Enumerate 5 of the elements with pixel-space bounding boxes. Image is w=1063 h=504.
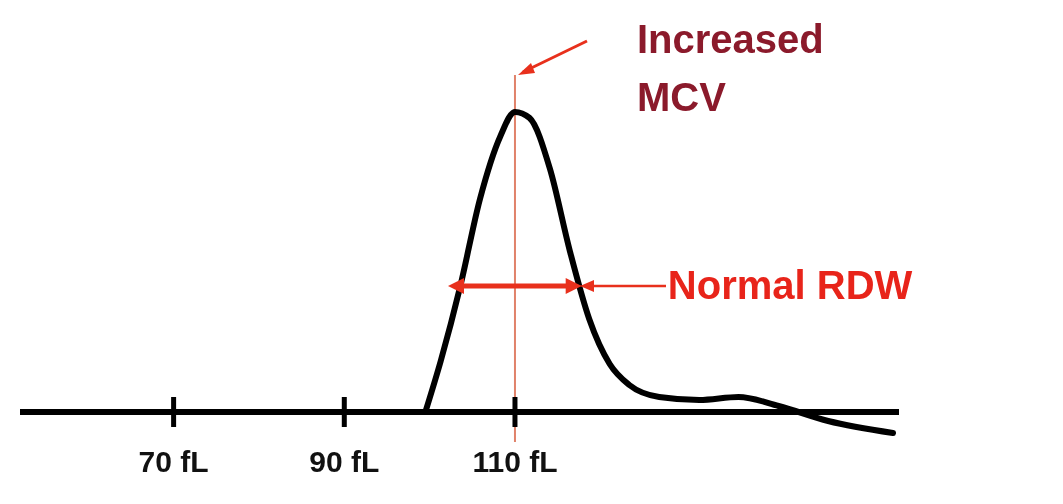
x-tick-label: 110 fL xyxy=(472,445,558,478)
x-tick-label: 70 fL xyxy=(138,445,209,478)
ref-line-label: Increased MCV xyxy=(636,16,825,121)
annotation: Normal RDW xyxy=(667,261,913,309)
x-tick-label: 90 fL xyxy=(309,445,380,478)
